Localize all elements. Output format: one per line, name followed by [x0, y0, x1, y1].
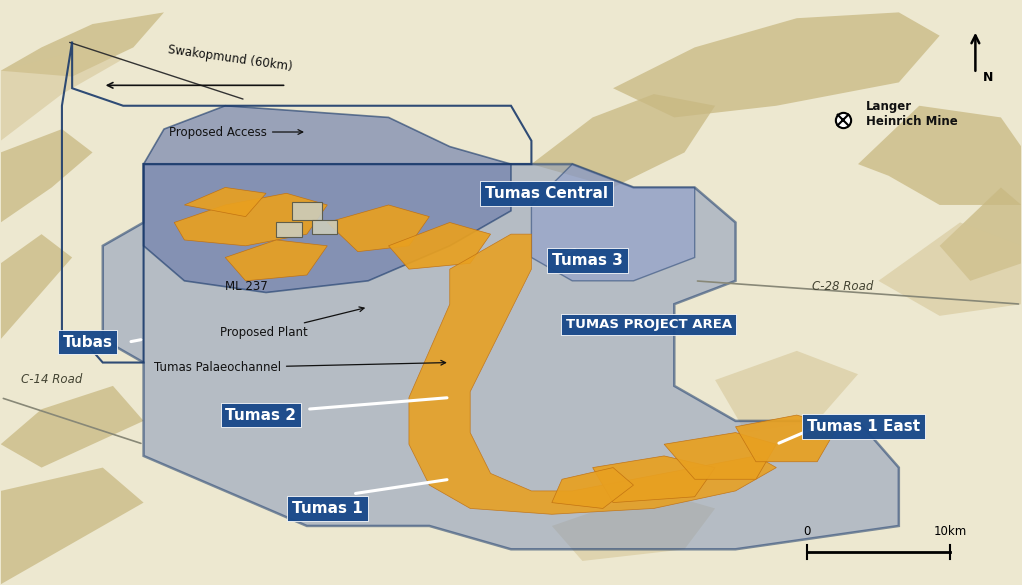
Polygon shape — [312, 219, 337, 234]
Text: Swakopmund (60km): Swakopmund (60km) — [168, 43, 293, 74]
Polygon shape — [664, 432, 777, 479]
Polygon shape — [879, 222, 1021, 316]
Polygon shape — [184, 187, 266, 216]
Polygon shape — [143, 106, 511, 292]
Polygon shape — [531, 164, 695, 281]
Text: Tumas 1 East: Tumas 1 East — [806, 419, 920, 434]
Polygon shape — [276, 222, 301, 237]
Polygon shape — [1, 234, 73, 339]
Polygon shape — [552, 467, 634, 508]
Polygon shape — [327, 205, 429, 252]
Polygon shape — [388, 222, 491, 269]
Text: Tumas Central: Tumas Central — [485, 186, 608, 201]
Polygon shape — [858, 106, 1021, 205]
Text: 0: 0 — [803, 525, 810, 538]
Polygon shape — [225, 240, 327, 281]
Text: Tumas 3: Tumas 3 — [552, 253, 623, 268]
Text: Tumas 2: Tumas 2 — [226, 408, 296, 422]
Polygon shape — [1, 386, 143, 467]
Polygon shape — [1, 129, 93, 222]
Polygon shape — [1, 12, 164, 77]
Polygon shape — [1, 47, 124, 141]
Polygon shape — [409, 234, 777, 514]
Text: N: N — [982, 71, 992, 84]
Text: Proposed Access: Proposed Access — [169, 126, 303, 139]
Text: C-14 Road: C-14 Road — [21, 373, 83, 386]
Polygon shape — [174, 193, 327, 246]
Text: Langer
Heinrich Mine: Langer Heinrich Mine — [867, 101, 958, 129]
Text: Proposed Plant: Proposed Plant — [220, 307, 364, 339]
Text: Tubas: Tubas — [62, 335, 112, 350]
Polygon shape — [715, 351, 858, 432]
Polygon shape — [291, 202, 322, 219]
Text: C-28 Road: C-28 Road — [812, 280, 874, 292]
Text: TUMAS PROJECT AREA: TUMAS PROJECT AREA — [566, 318, 732, 331]
Polygon shape — [939, 187, 1021, 281]
Polygon shape — [103, 164, 898, 549]
Polygon shape — [736, 415, 838, 462]
Text: Tumas 1: Tumas 1 — [292, 501, 363, 516]
Polygon shape — [531, 94, 715, 187]
Polygon shape — [593, 456, 715, 503]
Polygon shape — [552, 491, 715, 561]
Text: ML 237: ML 237 — [225, 280, 268, 292]
Text: Tumas Palaeochannel: Tumas Palaeochannel — [153, 360, 446, 374]
Polygon shape — [1, 467, 143, 584]
Text: 10km: 10km — [933, 525, 967, 538]
Polygon shape — [613, 12, 939, 118]
